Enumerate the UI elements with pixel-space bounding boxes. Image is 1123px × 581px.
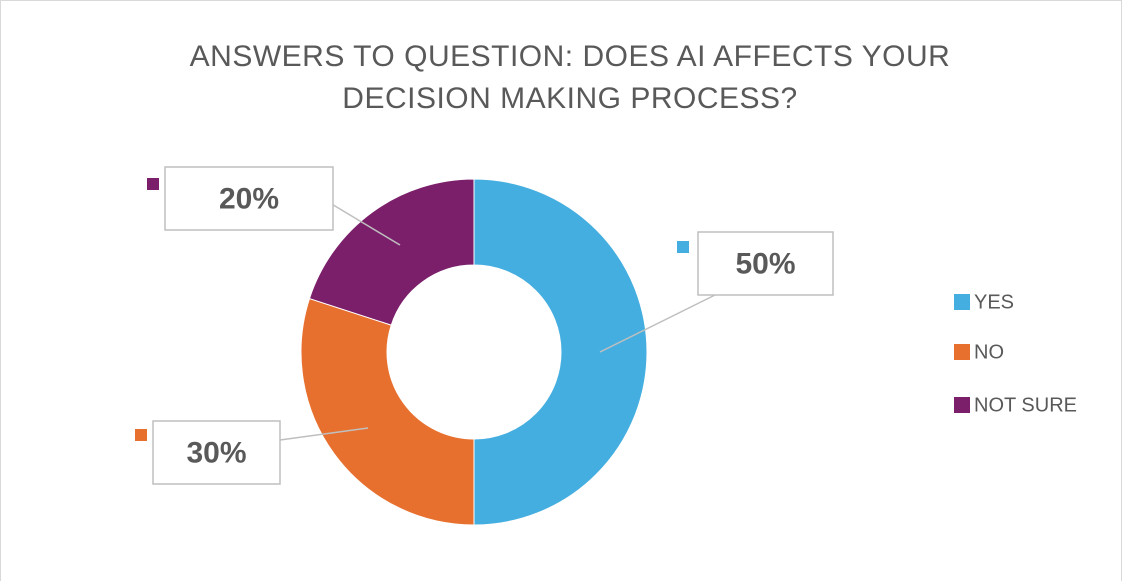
- data-label: 30%: [186, 436, 246, 469]
- leader-line: [599, 294, 716, 353]
- leader-line: [279, 427, 369, 441]
- legend-label: YES: [974, 291, 1014, 313]
- data-label: 20%: [219, 182, 279, 215]
- leader-line: [324, 199, 401, 246]
- label-box: [164, 166, 334, 231]
- legend-swatch: [954, 397, 970, 413]
- label-key: [677, 241, 689, 253]
- chart-title: ANSWERS TO QUESTION: DOES AI AFFECTS YOU…: [189, 40, 951, 115]
- label-key: [147, 178, 159, 190]
- legend-label: NO: [974, 341, 1004, 363]
- label-box: [697, 231, 834, 296]
- doughnut-slice: [473, 178, 648, 526]
- doughnut-slice: [308, 178, 475, 326]
- doughnut-slice: [300, 297, 475, 526]
- data-label: 50%: [735, 247, 795, 280]
- label-box: [152, 420, 281, 485]
- label-key: [135, 429, 147, 441]
- legend-swatch: [954, 294, 970, 310]
- legend-label: NOT SURE: [974, 394, 1077, 416]
- legend-swatch: [954, 344, 970, 360]
